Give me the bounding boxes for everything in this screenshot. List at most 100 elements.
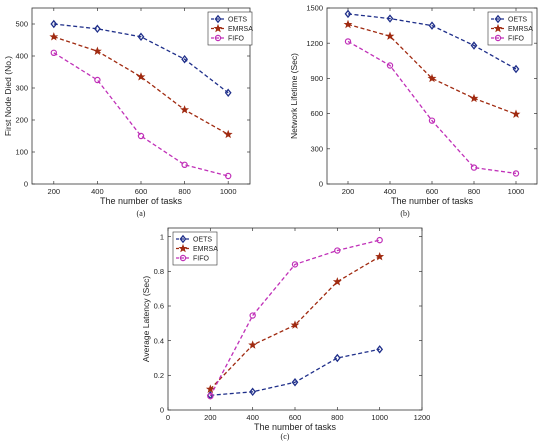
x-tick-label: 200 <box>342 187 355 196</box>
x-tick-label: 200 <box>204 413 217 422</box>
x-tick-label: 600 <box>426 187 439 196</box>
y-tick-label: 500 <box>15 20 28 29</box>
data-point-fifo <box>224 172 232 180</box>
x-tick-label: 800 <box>468 187 481 196</box>
data-point-emrsa <box>469 93 479 103</box>
series-line-oets <box>347 13 517 70</box>
data-point-oets <box>376 345 384 354</box>
data-point-emrsa <box>375 251 385 261</box>
x-tick-label: 1000 <box>371 413 388 422</box>
x-axis-label: The number of tasks <box>100 196 183 206</box>
y-axis-label: Average Latency (Sec) <box>141 276 151 362</box>
y-tick-label: 0.2 <box>154 371 164 380</box>
legend-marker-oets <box>179 234 187 244</box>
chart-panel-b: 200 400 600 800 1000 0 300 600 900 1200 1500 The nu… <box>289 4 538 218</box>
legend-marker-emrsa <box>493 23 503 33</box>
legend-label-oets: OETS <box>508 17 527 24</box>
y-tick-label: 1200 <box>306 39 323 48</box>
data-point-emrsa <box>180 105 190 114</box>
data-point-oets <box>137 32 145 42</box>
y-tick-label: 0 <box>24 180 28 189</box>
data-point-oets <box>181 54 188 64</box>
legend-label-emrsa: EMRSA <box>193 246 218 253</box>
data-point-oets <box>344 9 352 19</box>
x-axis-label: The number of tasks <box>391 196 474 206</box>
y-tick-label: 200 <box>15 116 28 125</box>
data-point-emrsa <box>511 109 521 118</box>
legend-label-fifo: FIFO <box>193 256 209 263</box>
y-tick-label: 1500 <box>306 4 323 13</box>
data-point-fifo <box>50 49 58 57</box>
y-tick-label: 400 <box>15 52 28 61</box>
legend-marker-fifo <box>179 254 187 262</box>
data-point-fifo <box>334 247 341 254</box>
series-line-oets <box>210 348 380 396</box>
data-point-emrsa <box>49 32 59 41</box>
series-line-fifo <box>347 40 517 175</box>
data-point-fifo <box>344 38 352 45</box>
legend-marker-oets <box>494 14 502 24</box>
x-tick-label: 400 <box>91 187 104 196</box>
data-point-emrsa <box>248 340 258 349</box>
chart-panel-c: 0 200 400 600 800 1000 1200 0 0.2 0.4 0.6 0.8 1 The n… <box>141 227 431 441</box>
data-point-oets <box>428 21 436 30</box>
x-axis-label: The number of tasks <box>254 422 337 432</box>
legend-label-fifo: FIFO <box>508 36 524 43</box>
series-line-oets <box>53 23 229 94</box>
data-point-fifo <box>386 62 394 69</box>
y-tick-label: 0 <box>160 406 164 415</box>
y-tick-label: 0.8 <box>154 267 164 276</box>
series-line-emrsa <box>53 36 229 135</box>
y-tick-label: 100 <box>15 148 28 157</box>
x-tick-label: 600 <box>135 187 148 196</box>
x-tick-label: 800 <box>331 413 344 422</box>
data-point-oets <box>224 88 232 98</box>
data-point-oets <box>291 378 299 387</box>
x-tick-label: 200 <box>48 187 61 196</box>
legend-label-oets: OETS <box>193 237 212 244</box>
data-point-fifo <box>376 236 383 244</box>
x-tick-label: 1200 <box>414 413 431 422</box>
x-tick-label: 0 <box>166 413 170 422</box>
x-tick-label: 600 <box>289 413 302 422</box>
data-point-oets <box>512 64 520 74</box>
legend-marker-emrsa <box>213 23 223 33</box>
data-point-oets <box>470 41 478 50</box>
data-point-emrsa <box>343 19 353 29</box>
series-line-fifo <box>53 52 229 177</box>
y-tick-label: 300 <box>310 144 323 153</box>
legend-box <box>172 231 218 266</box>
data-point-fifo <box>428 117 436 124</box>
data-point-fifo <box>291 261 299 268</box>
y-axis-label: First Node Died (No.) <box>3 56 13 136</box>
panel-caption: (b) <box>400 209 410 218</box>
data-point-oets <box>94 24 101 34</box>
legend-marker-fifo <box>494 34 502 42</box>
data-point-emrsa <box>136 72 146 81</box>
data-point-fifo <box>207 392 214 400</box>
legend-label-emrsa: EMRSA <box>508 26 533 33</box>
panel-caption: (c) <box>281 432 290 441</box>
y-tick-label: 0.6 <box>154 302 164 311</box>
y-tick-label: 1 <box>160 232 164 241</box>
x-tick-label: 1000 <box>220 187 237 196</box>
y-tick-label: 300 <box>15 84 28 93</box>
data-point-fifo <box>512 170 520 177</box>
legend-label-fifo: FIFO <box>228 36 244 43</box>
data-point-emrsa <box>205 384 215 393</box>
data-point-oets <box>249 387 257 397</box>
data-point-oets <box>50 19 58 29</box>
y-tick-label: 0 <box>319 180 323 189</box>
data-point-fifo <box>181 161 188 168</box>
legend-label-emrsa: EMRSA <box>228 26 253 33</box>
legend-marker-emrsa <box>178 243 188 253</box>
data-point-emrsa <box>385 31 395 40</box>
series-line-emrsa <box>347 23 517 115</box>
data-point-oets <box>333 353 341 363</box>
data-point-oets <box>386 14 394 23</box>
y-tick-label: 600 <box>310 109 323 118</box>
y-tick-label: 0.4 <box>154 336 164 345</box>
data-point-emrsa <box>332 277 342 286</box>
legend-marker-fifo <box>214 34 222 42</box>
